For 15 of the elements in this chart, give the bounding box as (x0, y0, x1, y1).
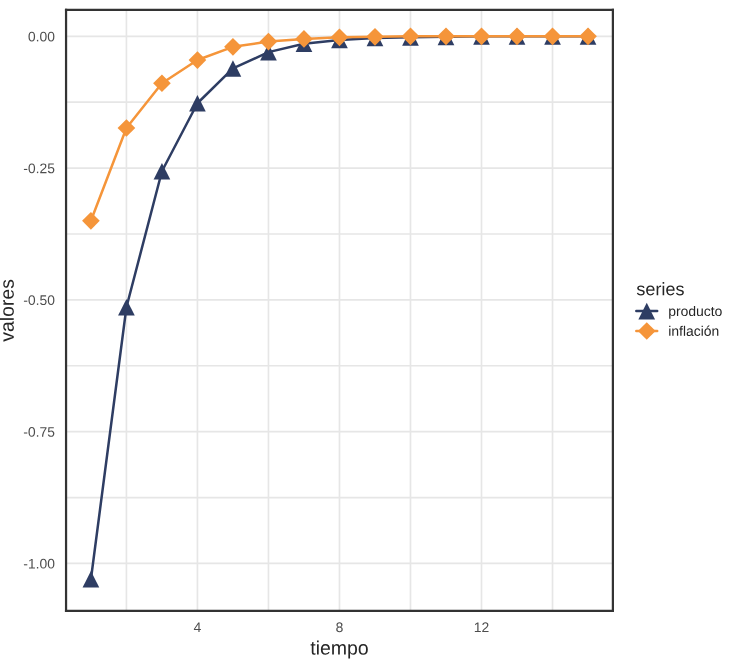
point (188, 51, 207, 69)
point (259, 32, 278, 51)
x-axis-title: tiempo (310, 640, 368, 659)
point (118, 298, 135, 316)
point (153, 162, 171, 180)
point (189, 94, 206, 112)
point (82, 570, 100, 588)
legend-title: series (636, 282, 684, 296)
y-axis-title: valores (0, 279, 14, 342)
point (224, 60, 242, 77)
point (224, 38, 242, 56)
point (82, 211, 100, 230)
point (295, 30, 313, 48)
point (153, 74, 171, 93)
point (117, 119, 136, 137)
